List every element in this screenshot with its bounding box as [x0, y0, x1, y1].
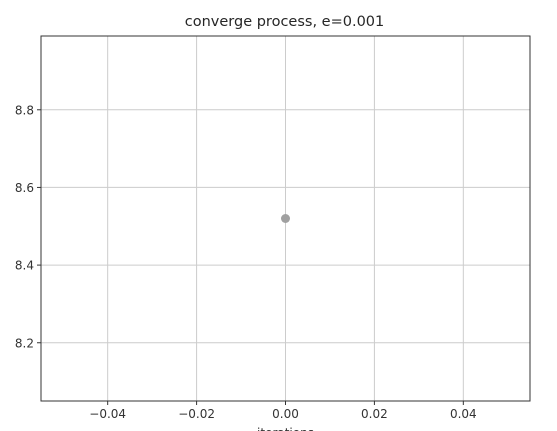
- chart-title: converge process, e=0.001: [185, 14, 385, 30]
- y-tick-label: 8.2: [15, 336, 34, 350]
- x-axis: −0.04 −0.02 0.00 0.02 0.04: [89, 401, 477, 421]
- y-axis: 8.2 8.4 8.6 8.8: [15, 103, 41, 350]
- data-points: [281, 214, 290, 223]
- x-tick-label: −0.02: [178, 407, 215, 421]
- x-tick-label: −0.04: [89, 407, 126, 421]
- grid: [41, 36, 530, 401]
- data-point: [281, 214, 290, 223]
- y-tick-label: 8.4: [15, 259, 34, 273]
- x-tick-label: 0.00: [272, 407, 299, 421]
- x-axis-label: iterations: [257, 426, 314, 431]
- y-tick-label: 8.8: [15, 103, 34, 117]
- x-tick-label: 0.04: [450, 407, 477, 421]
- y-tick-label: 8.6: [15, 181, 34, 195]
- x-tick-label: 0.02: [361, 407, 388, 421]
